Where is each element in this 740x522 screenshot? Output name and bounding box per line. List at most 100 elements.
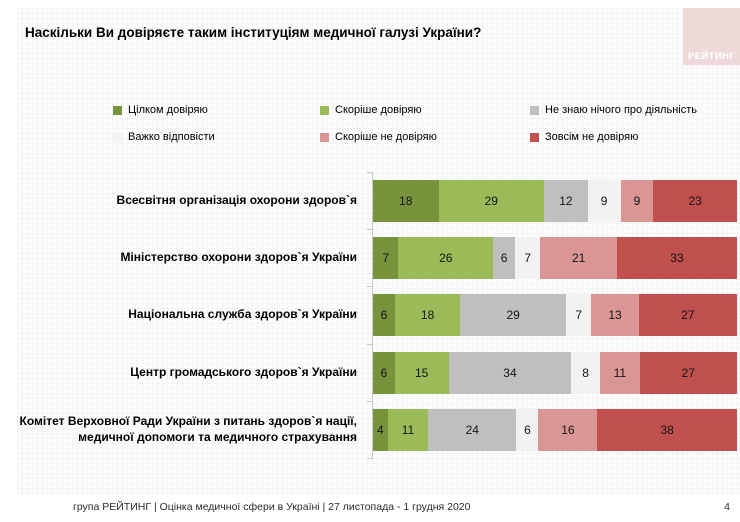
- bar-value-label: 6: [380, 308, 388, 322]
- axis-tick: [367, 172, 373, 173]
- bar-segment: 15: [394, 352, 449, 394]
- bar-segment: 29: [438, 180, 545, 222]
- bar-segment: 38: [597, 409, 737, 451]
- bar-value-label: 27: [681, 308, 695, 322]
- legend-item: Скоріше не довіряю: [320, 131, 530, 143]
- bar-row: 18 29 12 9 9 23: [373, 180, 738, 222]
- legend-swatch: [530, 105, 539, 115]
- legend-label: Цілком довіряю: [128, 104, 208, 116]
- bar-value-label: 26: [439, 251, 453, 265]
- bar-value-label: 12: [559, 194, 573, 208]
- legend-label: Скоріше не довіряю: [335, 131, 437, 143]
- bar-segment: 21: [540, 237, 617, 279]
- bar-value-label: 15: [414, 366, 429, 380]
- legend-swatch: [530, 132, 539, 142]
- bar-segment: 24: [428, 409, 517, 451]
- bar-segment: 27: [638, 294, 737, 336]
- bar-segment: 12: [544, 180, 588, 222]
- legend-item: Скоріше довіряю: [320, 104, 530, 116]
- legend-label: Важко відповісти: [128, 131, 215, 143]
- bar-segment: 6: [373, 294, 395, 336]
- legend-label: Не знаю нічого про діяльність: [545, 104, 697, 116]
- axis-tick: [367, 286, 373, 287]
- footer-source-line: група РЕЙТИНГ | Оцінка медичної сфери в …: [73, 501, 471, 513]
- category-label: Всесвітня організація охорони здоров`я: [116, 193, 357, 208]
- bar-segment: 9: [620, 180, 654, 222]
- legend-item: Зовсім не довіряю: [530, 131, 736, 143]
- legend-label: Скоріше довіряю: [335, 104, 422, 116]
- bar-segment: 16: [538, 409, 598, 451]
- category-label: Міністерство охорони здоров`я України: [120, 250, 357, 265]
- bar-segment: 6: [516, 409, 539, 451]
- bar-value-label: 16: [561, 423, 575, 437]
- bar-row: 6 18 29 7 13 27: [373, 294, 737, 336]
- axis-tick: [367, 458, 373, 459]
- bar-segment: 6: [373, 352, 395, 394]
- bar-segment: 34: [448, 352, 572, 394]
- legend-swatch: [113, 132, 122, 142]
- bar-segment: 18: [373, 180, 439, 222]
- legend: Цілком довіряю Скоріше довіряю Не знаю ніч…: [113, 104, 736, 143]
- rating-group-logo: РЕЙТИНГ: [683, 8, 740, 65]
- legend-item: Важко відповісти: [113, 131, 320, 143]
- bar-value-label: 11: [613, 366, 627, 380]
- bar-value-label: 6: [380, 366, 388, 380]
- bar-value-label: 33: [670, 251, 684, 265]
- bar-value-label: 7: [382, 251, 390, 265]
- bar-segment: 33: [616, 237, 738, 279]
- bar-value-label: 29: [484, 194, 498, 208]
- bar-segment: 13: [591, 294, 639, 336]
- bar-segment: 11: [387, 409, 429, 451]
- bar-value-label: 6: [524, 423, 531, 437]
- legend-label: Зовсім не довіряю: [545, 131, 639, 143]
- bar-segment: 7: [514, 237, 541, 279]
- bar-segment: 11: [600, 352, 640, 394]
- slide-canvas: Наскільки Ви довіряєте таким інституціям…: [17, 8, 740, 495]
- bar-value-label: 4: [377, 423, 384, 437]
- bar-value-label: 38: [660, 423, 674, 437]
- axis-tick: [367, 229, 373, 230]
- bar-segment: 29: [460, 294, 566, 336]
- bar-segment: 4: [373, 409, 388, 451]
- logo-wordmark: РЕЙТИНГ: [687, 51, 736, 62]
- bar-segment: 8: [571, 352, 601, 394]
- bar-segment: 7: [565, 294, 592, 336]
- bar-value-label: 18: [399, 194, 413, 208]
- bar-value-label: 8: [582, 366, 589, 380]
- chart: Всесвітня організація охорони здоров`я 18…: [17, 172, 740, 467]
- bar-value-label: 21: [571, 251, 586, 265]
- bar-segment: 6: [493, 237, 515, 279]
- bar-segment: 23: [653, 180, 738, 222]
- bar-segment: 27: [639, 352, 737, 394]
- legend-item: Цілком довіряю: [113, 104, 320, 116]
- page-number: 4: [724, 501, 730, 513]
- bar-value-label: 34: [503, 366, 517, 380]
- bar-value-label: 9: [600, 194, 608, 208]
- value-axis-line: [372, 172, 373, 459]
- bar-value-label: 13: [608, 308, 622, 322]
- bar-value-label: 11: [401, 423, 415, 437]
- axis-tick: [367, 401, 373, 402]
- bar-value-label: 27: [681, 366, 696, 380]
- bar-segment: 18: [394, 294, 461, 336]
- legend-swatch: [320, 132, 329, 142]
- bar-row: 6 15 34 8 11 27: [373, 352, 737, 394]
- bar-segment: 26: [398, 237, 494, 279]
- bar-row: 4 11 24 6 16 38: [373, 409, 737, 451]
- page-title: Наскільки Ви довіряєте таким інституціям…: [25, 25, 482, 40]
- bar-value-label: 9: [633, 194, 641, 208]
- legend-swatch: [113, 105, 122, 115]
- category-label: Комітет Верховної Ради України з питань …: [19, 414, 357, 444]
- bar-value-label: 24: [465, 423, 479, 437]
- bar-value-label: 23: [688, 194, 702, 208]
- bar-row: 7 26 6 7 21 33: [373, 237, 738, 279]
- bar-value-label: 7: [524, 251, 532, 265]
- bar-segment: 7: [373, 237, 399, 279]
- axis-tick: [367, 344, 373, 345]
- legend-item: Не знаю нічого про діяльність: [530, 104, 736, 116]
- category-label: Національна служба здоров`я України: [128, 307, 357, 322]
- bar-value-label: 29: [506, 308, 520, 322]
- category-label: Центр громадського здоров`я України: [130, 365, 357, 380]
- bar-value-label: 7: [575, 308, 582, 322]
- bar-value-label: 6: [500, 251, 508, 265]
